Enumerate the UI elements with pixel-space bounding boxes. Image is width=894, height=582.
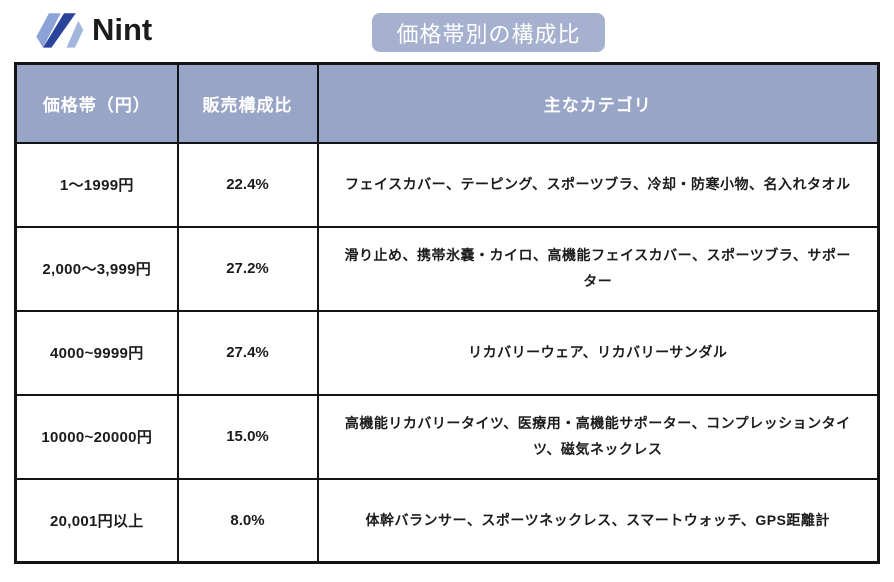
nint-logo-icon xyxy=(36,13,84,48)
page-title: 価格帯別の構成比 xyxy=(372,13,605,52)
sales-share-cell: 8.0% xyxy=(176,477,319,564)
table-row: 1〜1999円 22.4% フェイスカバー、テーピング、スポーツブラ、冷却・防寒… xyxy=(14,141,880,228)
table-row: 4000~9999円 27.4% リカバリーウェア、リカバリーサンダル xyxy=(14,309,880,396)
table-row: 2,000〜3,999円 27.2% 滑り止め、携帯氷嚢・カイロ、高機能フェイス… xyxy=(14,225,880,312)
nint-logo: Nint xyxy=(33,10,152,50)
price-band-cell: 2,000〜3,999円 xyxy=(14,225,179,312)
categories-cell: 滑り止め、携帯氷嚢・カイロ、高機能フェイスカバー、スポーツブラ、サポーター xyxy=(316,225,880,312)
table-row: 10000~20000円 15.0% 高機能リカバリータイツ、医療用・高機能サポ… xyxy=(14,393,880,480)
categories-cell: 高機能リカバリータイツ、医療用・高機能サポーター、コンプレッションタイツ、磁気ネ… xyxy=(316,393,880,480)
header-main-categories: 主なカテゴリ xyxy=(316,62,880,144)
header-price-band: 価格帯（円） xyxy=(14,62,179,144)
nint-logo-text: Nint xyxy=(92,11,153,47)
table-header-row: 価格帯（円） 販売構成比 主なカテゴリ xyxy=(14,62,880,144)
sales-share-cell: 27.2% xyxy=(176,225,319,312)
price-band-cell: 4000~9999円 xyxy=(14,309,179,396)
header-sales-share: 販売構成比 xyxy=(176,62,319,144)
table-row: 20,001円以上 8.0% 体幹バランサー、スポーツネックレス、スマートウォッ… xyxy=(14,477,880,564)
categories-cell: 体幹バランサー、スポーツネックレス、スマートウォッチ、GPS距離計 xyxy=(316,477,880,564)
price-band-cell: 1〜1999円 xyxy=(14,141,179,228)
sales-share-cell: 22.4% xyxy=(176,141,319,228)
price-band-cell: 20,001円以上 xyxy=(14,477,179,564)
categories-cell: フェイスカバー、テーピング、スポーツブラ、冷却・防寒小物、名入れタオル xyxy=(316,141,880,228)
top-bar: Nint 価格帯別の構成比 xyxy=(0,0,894,62)
price-band-cell: 10000~20000円 xyxy=(14,393,179,480)
sales-share-cell: 27.4% xyxy=(176,309,319,396)
categories-cell: リカバリーウェア、リカバリーサンダル xyxy=(316,309,880,396)
price-band-table: 価格帯（円） 販売構成比 主なカテゴリ 1〜1999円 22.4% フェイスカバ… xyxy=(14,62,880,564)
sales-share-cell: 15.0% xyxy=(176,393,319,480)
